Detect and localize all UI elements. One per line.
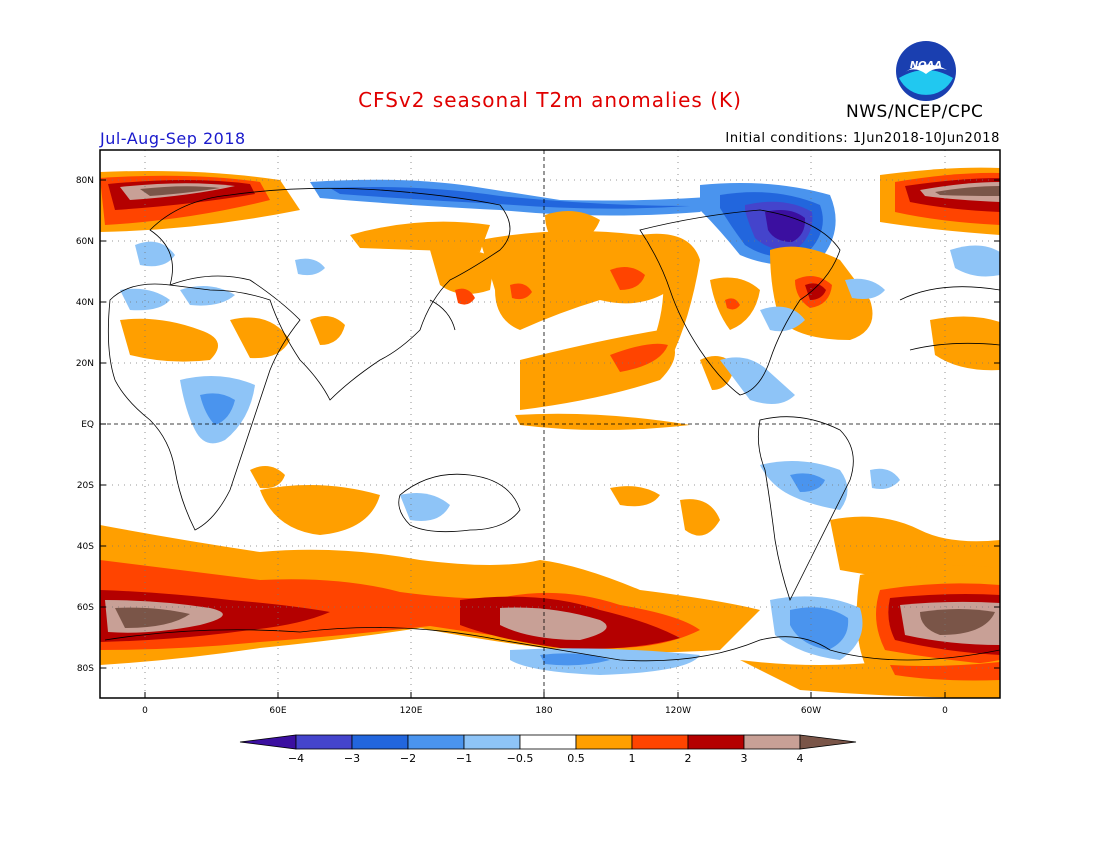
lon-ticks: [144, 692, 946, 698]
colorbar-label: 4: [797, 752, 804, 765]
coastlines: [104, 187, 1000, 662]
colorbar-label: −0.5: [507, 752, 534, 765]
colorbar: −4 −3 −2 −1 −0.5 0.5 1 2 3 4: [239, 734, 857, 765]
colorbar-swatch: [407, 734, 465, 750]
lat-label-60n: 60N: [76, 237, 94, 247]
lat-label-60s: 60S: [77, 603, 94, 613]
southern-hemisphere-warm: [250, 466, 1000, 582]
colorbar-swatch: [463, 734, 521, 750]
colorbar-swatch: [295, 734, 353, 750]
colorbar-swatch: [351, 734, 409, 750]
lat-label-40n: 40N: [76, 298, 94, 308]
lon-label-0-east: 0: [942, 706, 948, 716]
lat-label-80n: 80N: [76, 176, 94, 186]
colorbar-swatch-min: [239, 734, 297, 750]
colorbar-label: 3: [741, 752, 748, 765]
lon-label-120e: 120E: [400, 706, 423, 716]
lat-label-20n: 20N: [76, 359, 94, 369]
noaa-logo-icon: NOAA: [896, 41, 956, 101]
lat-label-40s: 40S: [77, 542, 94, 552]
lon-label-60e: 60E: [269, 706, 286, 716]
arctic-cold-band: [310, 179, 836, 265]
lat-label-20s: 20S: [77, 481, 94, 491]
southern-cool-patches: [400, 461, 900, 675]
lon-label-60w: 60W: [801, 706, 821, 716]
colorbar-swatch: [743, 734, 801, 750]
map-title: CFSv2 seasonal T2m anomalies (K): [358, 88, 742, 112]
lat-ticks: [100, 179, 1000, 669]
lon-label-120w: 120W: [665, 706, 691, 716]
lon-label-180: 180: [535, 706, 552, 716]
colorbar-label: −4: [288, 752, 304, 765]
lat-label-80s: 80S: [77, 664, 94, 674]
colorbar-label: −1: [456, 752, 472, 765]
colorbar-label: 1: [629, 752, 636, 765]
colorbar-swatch: [687, 734, 745, 750]
arctic-anomaly-band: [100, 167, 1000, 235]
anomaly-fields: [100, 167, 1000, 698]
lat-label-eq: EQ: [81, 420, 94, 430]
initial-conditions: Initial conditions: 1Jun2018-10Jun2018: [725, 131, 1000, 146]
colorbar-label: −3: [344, 752, 360, 765]
colorbar-swatch: [631, 734, 689, 750]
equator-dateline: [100, 150, 1000, 698]
colorbar-label: 2: [685, 752, 692, 765]
lat-labels: 80N 60N 40N 20N EQ 20S 40S 60S 80S: [76, 176, 94, 674]
colorbar-label: 0.5: [567, 752, 585, 765]
gridlines: [100, 150, 1000, 698]
agency-label: NWS/NCEP/CPC: [846, 102, 984, 122]
colorbar-label: −2: [400, 752, 416, 765]
colorbar-swatch: [519, 734, 577, 750]
colorbar-swatch-max: [799, 734, 857, 750]
lon-labels: 0 60E 120E 180 120W 60W 0: [142, 706, 948, 716]
svg-text:NOAA: NOAA: [910, 60, 942, 71]
lon-label-0: 0: [142, 706, 148, 716]
northern-midlatitude-cool: [120, 241, 1000, 444]
colorbar-swatch: [575, 734, 633, 750]
forecast-period: Jul-Aug-Sep 2018: [100, 129, 246, 148]
